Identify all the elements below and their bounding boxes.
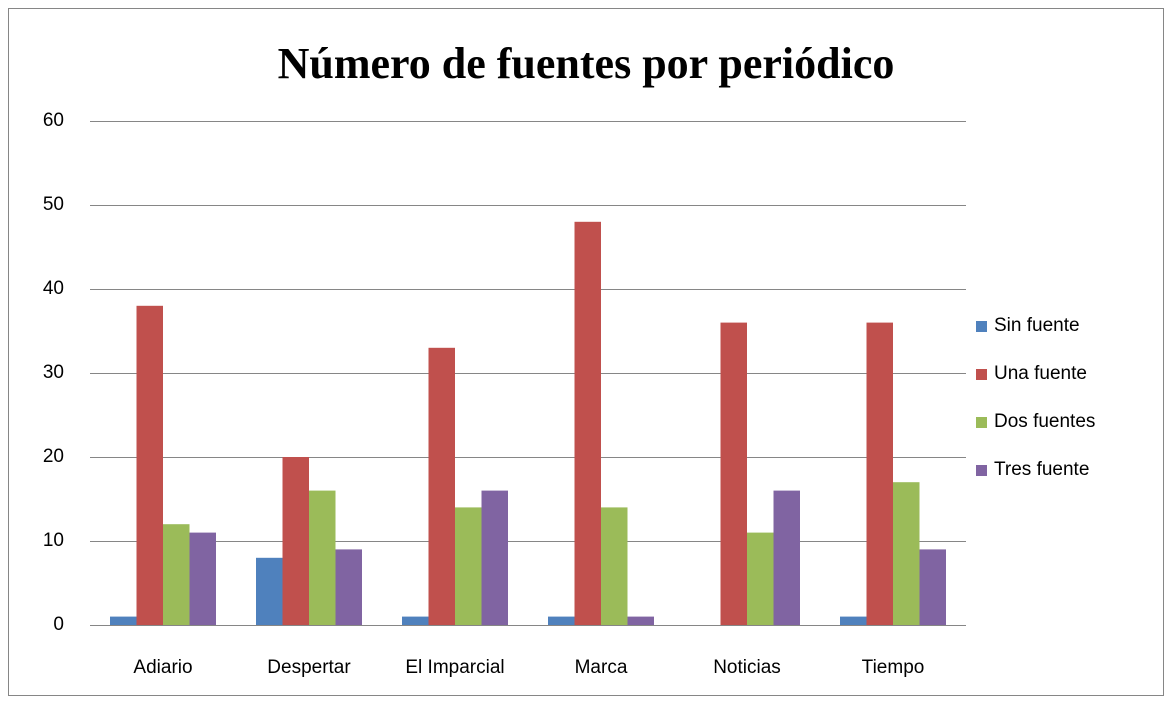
y-tick-label: 0 <box>53 614 64 635</box>
legend-swatch <box>976 465 987 476</box>
bar <box>919 549 946 625</box>
x-tick-label: Despertar <box>267 657 351 678</box>
bar <box>720 322 747 625</box>
bar <box>136 305 163 625</box>
legend-swatch <box>976 417 987 428</box>
y-tick-label: 60 <box>43 110 64 131</box>
bar <box>840 616 867 625</box>
x-tick-label: Marca <box>575 657 628 678</box>
bar <box>428 347 455 625</box>
y-tick-label: 40 <box>43 278 64 299</box>
legend-label: Una fuente <box>994 363 1087 384</box>
bar <box>402 616 429 625</box>
bar <box>747 532 774 625</box>
bar <box>309 490 336 625</box>
legend-swatch <box>976 321 987 332</box>
legend-swatch <box>976 369 987 380</box>
y-tick-label: 50 <box>43 194 64 215</box>
y-tick-label: 20 <box>43 446 64 467</box>
legend-label: Sin fuente <box>994 315 1080 336</box>
bar <box>893 482 920 625</box>
bar <box>481 490 508 625</box>
x-tick-label: El Imparcial <box>405 657 504 678</box>
bar <box>455 507 482 625</box>
bar <box>548 616 575 625</box>
bar <box>189 532 216 625</box>
bar <box>110 616 137 625</box>
bar <box>574 221 601 626</box>
x-tick-label: Adiario <box>133 657 192 678</box>
x-tick-label: Tiempo <box>862 657 925 678</box>
legend-label: Dos fuentes <box>994 411 1095 432</box>
bar <box>627 616 654 625</box>
bar <box>601 507 628 625</box>
bar <box>773 490 800 625</box>
bar <box>163 524 190 625</box>
bar <box>866 322 893 625</box>
x-tick-label: Noticias <box>713 657 781 678</box>
bar <box>256 557 283 625</box>
y-tick-label: 10 <box>43 530 64 551</box>
chart-title: Número de fuentes por periódico <box>278 39 895 88</box>
legend-label: Tres fuente <box>994 459 1089 480</box>
y-tick-label: 30 <box>43 362 64 383</box>
bar <box>282 457 309 625</box>
bar <box>335 549 362 625</box>
